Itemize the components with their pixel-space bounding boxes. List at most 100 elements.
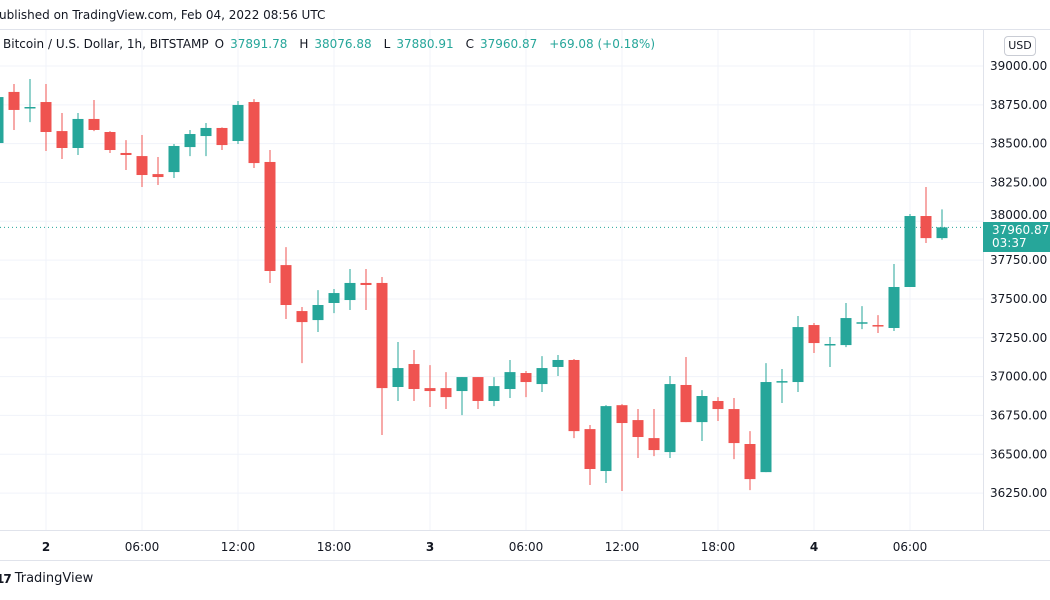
candle-body bbox=[248, 102, 260, 164]
price-tick-label: 36500.00 bbox=[990, 447, 1047, 461]
candle-body bbox=[696, 396, 708, 423]
candle bbox=[520, 371, 532, 398]
candle bbox=[488, 377, 500, 407]
candle bbox=[440, 372, 452, 410]
candle-body bbox=[616, 405, 628, 424]
candle-body bbox=[472, 377, 484, 401]
candle bbox=[936, 209, 948, 240]
candle-body bbox=[0, 97, 4, 144]
candle-body bbox=[104, 132, 116, 151]
candle bbox=[856, 306, 868, 330]
candle bbox=[424, 365, 436, 408]
candle-body bbox=[504, 372, 516, 390]
candle bbox=[360, 268, 372, 310]
candle bbox=[840, 302, 852, 348]
candle-body bbox=[296, 311, 308, 323]
price-tick-label: 38250.00 bbox=[990, 175, 1047, 189]
candle bbox=[136, 134, 148, 187]
footer-border bbox=[0, 560, 1050, 561]
candle-body bbox=[744, 444, 756, 480]
candle-body bbox=[632, 420, 644, 438]
candle bbox=[728, 398, 740, 460]
candle bbox=[872, 315, 884, 333]
candle bbox=[0, 97, 4, 144]
candle-body bbox=[168, 145, 180, 173]
candle bbox=[760, 363, 772, 473]
candle-body bbox=[264, 161, 276, 271]
time-tick-label: 12:00 bbox=[605, 540, 640, 554]
candle-body bbox=[200, 127, 212, 137]
time-tick-label: 12:00 bbox=[221, 540, 256, 554]
last-price-label: 37960.87 03:37 bbox=[983, 222, 1050, 252]
candle bbox=[120, 140, 132, 171]
candle bbox=[376, 277, 388, 435]
candle bbox=[72, 113, 84, 155]
time-tick-label: 2 bbox=[42, 540, 50, 554]
candle bbox=[616, 404, 628, 492]
candle bbox=[920, 186, 932, 244]
price-tick-label: 39000.00 bbox=[990, 59, 1047, 73]
candle-body bbox=[840, 318, 852, 346]
candle-body bbox=[456, 377, 468, 392]
candle-body bbox=[488, 386, 500, 401]
candle-body bbox=[728, 409, 740, 444]
candle bbox=[24, 79, 36, 123]
candle-body bbox=[24, 106, 36, 109]
candle-body bbox=[776, 381, 788, 383]
last-price: 37960.87 bbox=[992, 223, 1050, 237]
candle-body bbox=[40, 102, 52, 133]
candle bbox=[56, 113, 68, 160]
candle-body bbox=[536, 368, 548, 385]
candle-body bbox=[280, 265, 292, 306]
divider bbox=[0, 29, 1050, 30]
candle-body bbox=[88, 118, 100, 130]
price-tick-label: 36250.00 bbox=[990, 486, 1047, 500]
candle-body bbox=[920, 216, 932, 239]
candle bbox=[216, 127, 228, 151]
candle bbox=[264, 150, 276, 283]
high-value: H 38076.88 bbox=[299, 37, 372, 51]
time-tick-label: 18:00 bbox=[317, 540, 352, 554]
candle-body bbox=[856, 322, 868, 324]
candle-body bbox=[888, 286, 900, 328]
candle bbox=[552, 355, 564, 376]
candle-body bbox=[216, 127, 228, 146]
footer: 17 TradingView bbox=[0, 571, 93, 586]
candle bbox=[8, 84, 20, 130]
currency-button[interactable]: USD bbox=[1004, 36, 1036, 56]
candle bbox=[104, 131, 116, 153]
candle bbox=[792, 316, 804, 392]
price-axis-border bbox=[983, 30, 984, 530]
candle bbox=[344, 268, 356, 310]
candle-body bbox=[392, 368, 404, 388]
price-tick-label: 38000.00 bbox=[990, 208, 1047, 222]
candle bbox=[232, 100, 244, 144]
price-tick-label: 38750.00 bbox=[990, 98, 1047, 112]
candle bbox=[584, 425, 596, 485]
candle bbox=[248, 99, 260, 169]
symbol-title[interactable]: Bitcoin / U.S. Dollar, 1h, BITSTAMP bbox=[3, 37, 209, 51]
candle-body bbox=[424, 388, 436, 392]
candle-body bbox=[584, 429, 596, 470]
candle bbox=[504, 359, 516, 399]
time-tick-label: 06:00 bbox=[125, 540, 160, 554]
candle bbox=[40, 84, 52, 151]
tradingview-logo-icon[interactable]: 17 bbox=[0, 571, 12, 586]
candle-body bbox=[824, 343, 836, 346]
candle bbox=[904, 214, 916, 287]
candle-body bbox=[152, 174, 164, 178]
candle-body bbox=[344, 282, 356, 301]
candle bbox=[184, 129, 196, 157]
close-value: C 37960.87 bbox=[465, 37, 538, 51]
candle bbox=[568, 359, 580, 439]
candle bbox=[712, 397, 724, 422]
candle-body bbox=[232, 104, 244, 142]
brand-name[interactable]: TradingView bbox=[14, 571, 94, 586]
candle-body bbox=[760, 382, 772, 473]
time-tick-label: 4 bbox=[810, 540, 818, 554]
candle bbox=[824, 336, 836, 367]
candle bbox=[536, 356, 548, 392]
candle bbox=[808, 323, 820, 353]
axes: 39000.00 38750.00 38500.00 38250.00 38000.00… bbox=[0, 30, 1050, 561]
